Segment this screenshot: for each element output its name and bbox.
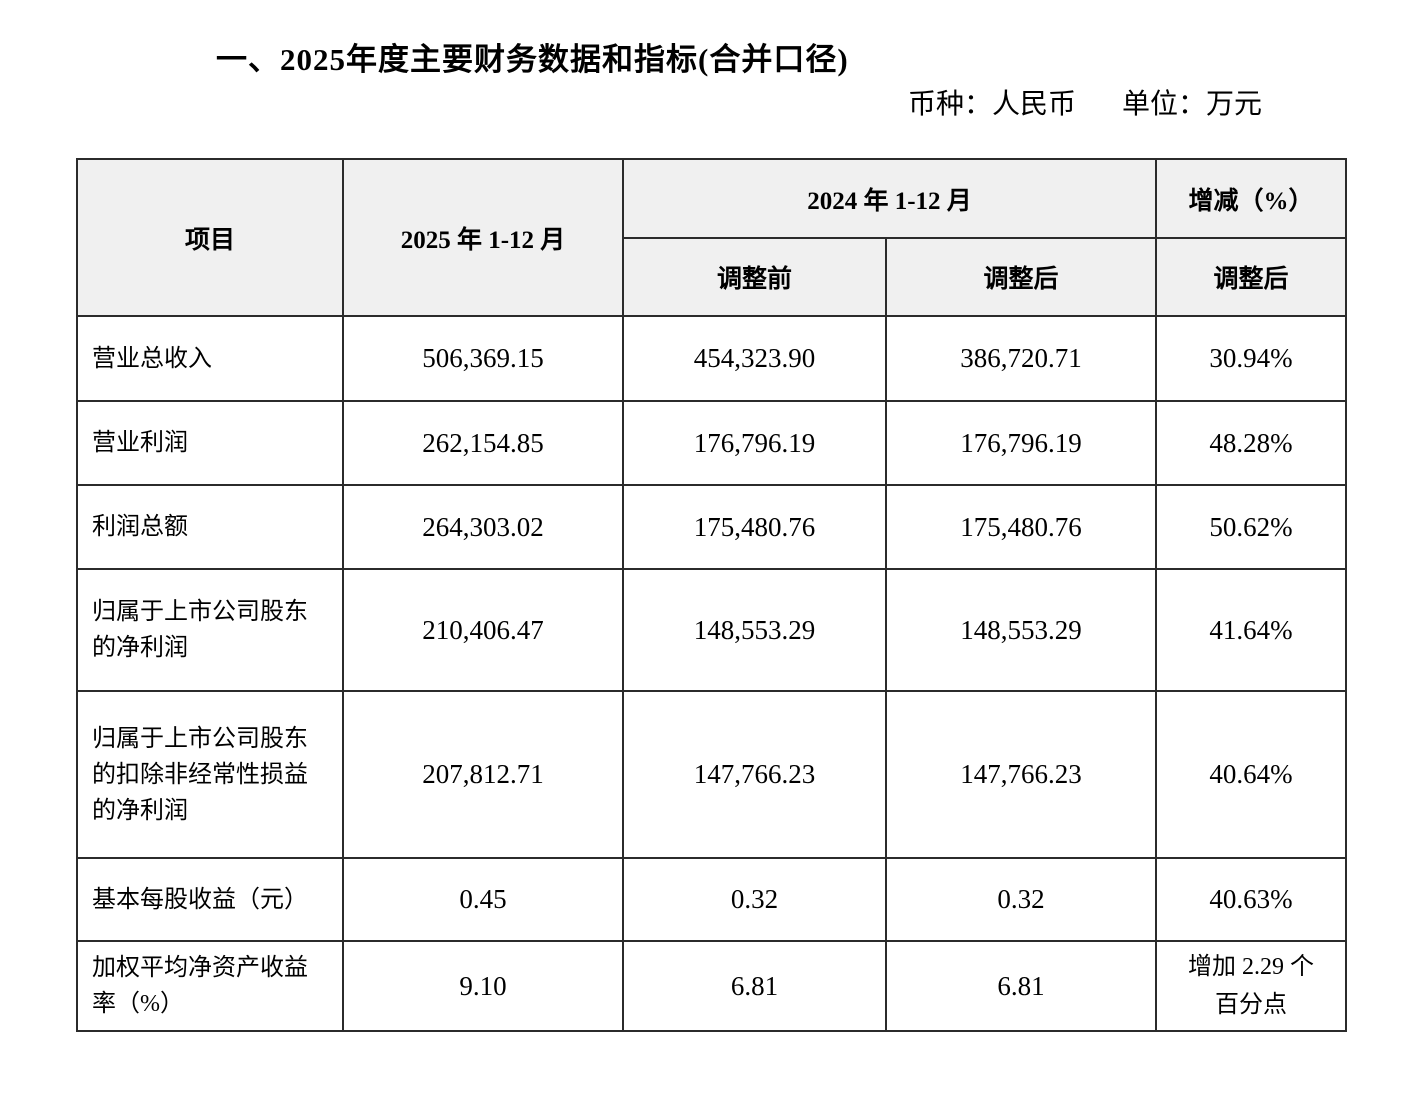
cell-2025-value: 207,812.71 (342, 690, 624, 859)
cell-change: 50.62% (1155, 484, 1348, 570)
col-header-item: 项目 (76, 158, 344, 317)
cell-2025-value: 262,154.85 (342, 400, 624, 486)
header-row-2: 调整前 调整后 调整后 (77, 237, 1348, 317)
cell-change: 增加 2.29 个百分点 (1155, 940, 1348, 1032)
row-item-label: 基本每股收益（元） (76, 857, 344, 942)
table-row: 营业利润 262,154.85 176,796.19 176,796.19 48… (76, 400, 1348, 486)
cell-2025-value: 264,303.02 (342, 484, 624, 570)
cell-before-adjust: 454,323.90 (622, 315, 887, 402)
col-header-period-2024: 2024 年 1-12 月 (621, 158, 1158, 239)
cell-before-adjust: 176,796.19 (622, 400, 887, 486)
row-item-label: 加权平均净资产收益率（%） (76, 940, 344, 1032)
table-row: 基本每股收益（元） 0.45 0.32 0.32 40.63% (76, 857, 1348, 942)
row-item-label: 营业总收入 (76, 315, 344, 402)
cell-after-adjust: 148,553.29 (884, 568, 1158, 692)
cell-change: 41.64% (1155, 568, 1348, 692)
cell-after-adjust: 6.81 (884, 940, 1158, 1032)
row-item-label: 利润总额 (76, 484, 344, 570)
cell-before-adjust: 148,553.29 (622, 568, 887, 692)
cell-before-adjust: 0.32 (622, 857, 887, 942)
row-item-label: 营业利润 (76, 400, 344, 486)
page-title: 一、2025年度主要财务数据和指标(合并口径) (216, 42, 849, 77)
cell-after-adjust: 0.32 (884, 857, 1158, 942)
cell-2025-value: 9.10 (342, 940, 624, 1032)
col-subheader-before-adjust: 调整前 (622, 237, 887, 317)
col-subheader-change-after-adjust: 调整后 (1155, 237, 1348, 317)
currency-unit-line: 币种：人民币 单位：万元 (908, 82, 1262, 122)
cell-after-adjust: 386,720.71 (884, 315, 1158, 402)
financial-data-table: 项目 2025 年 1-12 月 2024 年 1-12 月 增减（%） 调整前… (76, 158, 1348, 1032)
cell-change: 40.64% (1155, 690, 1348, 859)
currency-label: 币种：人民币 (907, 89, 1076, 120)
col-subheader-after-adjust: 调整后 (884, 237, 1158, 317)
table-row: 营业总收入 506,369.15 454,323.90 386,720.71 3… (76, 315, 1348, 402)
cell-change: 48.28% (1155, 400, 1348, 486)
row-item-label: 归属于上市公司股东的扣除非经常性损益的净利润 (76, 690, 344, 859)
cell-2025-value: 210,406.47 (342, 568, 624, 692)
cell-2025-value: 506,369.15 (342, 315, 624, 402)
unit-label: 单位：万元 (1121, 89, 1262, 120)
cell-after-adjust: 147,766.23 (884, 690, 1158, 859)
header-row-1: 项目 2025 年 1-12 月 2024 年 1-12 月 增减（%） (76, 158, 1348, 317)
table-row: 归属于上市公司股东的净利润 210,406.47 148,553.29 148,… (76, 568, 1348, 692)
cell-after-adjust: 175,480.76 (884, 484, 1158, 570)
table-row: 加权平均净资产收益率（%） 9.10 6.81 6.81 增加 2.29 个百分… (76, 940, 1348, 1032)
cell-change: 30.94% (1155, 315, 1348, 402)
cell-before-adjust: 6.81 (622, 940, 887, 1032)
cell-before-adjust: 147,766.23 (622, 690, 887, 859)
cell-after-adjust: 176,796.19 (884, 400, 1158, 486)
cell-change: 40.63% (1155, 857, 1348, 942)
row-item-label: 归属于上市公司股东的净利润 (76, 568, 344, 692)
cell-2025-value: 0.45 (342, 857, 624, 942)
col-header-period-2025: 2025 年 1-12 月 (342, 158, 624, 317)
col-header-change-pct: 增减（%） (1155, 158, 1348, 239)
cell-before-adjust: 175,480.76 (622, 484, 887, 570)
table-row: 利润总额 264,303.02 175,480.76 175,480.76 50… (76, 484, 1348, 570)
table-row: 归属于上市公司股东的扣除非经常性损益的净利润 207,812.71 147,76… (76, 690, 1348, 859)
